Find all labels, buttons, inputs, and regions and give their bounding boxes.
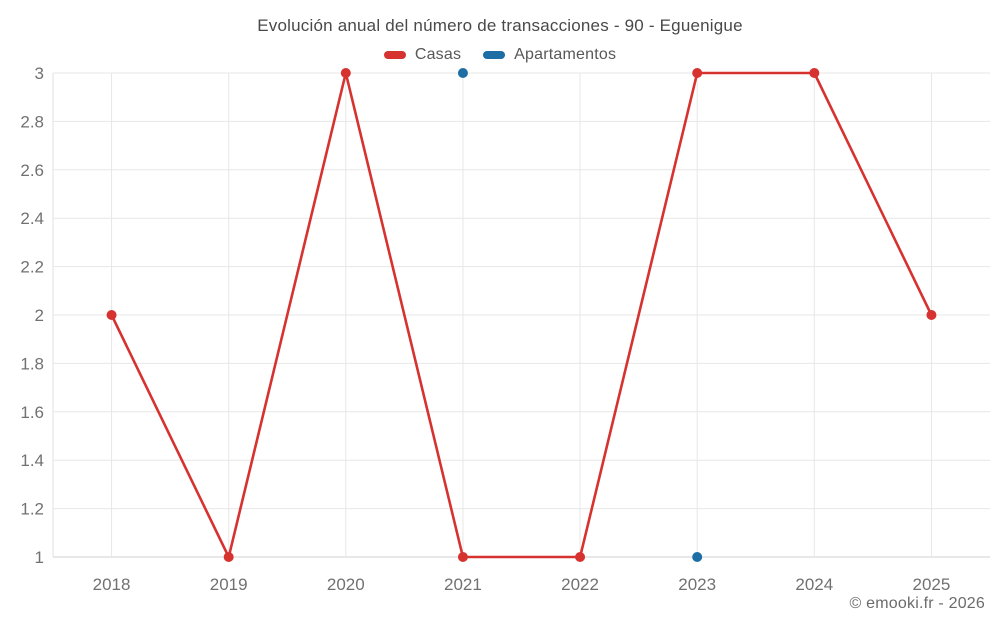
legend-item-apartamentos[interactable]: Apartamentos <box>483 46 616 64</box>
y-tick-label: 1 <box>35 548 44 567</box>
y-tick-label: 2.4 <box>20 209 44 228</box>
x-tick-label: 2018 <box>93 575 131 594</box>
x-tick-label: 2023 <box>678 575 716 594</box>
legend-label-casas: Casas <box>414 46 462 63</box>
y-tick-label: 1.6 <box>20 403 44 422</box>
x-tick-label: 2019 <box>210 575 248 594</box>
data-point-casas-2022 <box>575 552 586 562</box>
y-tick-label: 2.6 <box>20 161 44 180</box>
footer-credit: © emooki.fr - 2026 <box>849 595 985 612</box>
y-tick-label: 2.8 <box>20 112 44 131</box>
data-point-casas-2019 <box>223 552 234 562</box>
x-tick-label: 2025 <box>913 575 951 594</box>
y-tick-label: 2.2 <box>20 258 44 277</box>
legend-swatch-apartamentos-icon <box>483 51 506 59</box>
data-point-casas-2021 <box>457 552 468 562</box>
data-point-casas-2020 <box>340 68 351 78</box>
chart-legend: Casas Apartamentos <box>0 46 1000 64</box>
data-point-casas-2018 <box>106 310 117 320</box>
legend-label-apartamentos: Apartamentos <box>514 46 617 63</box>
data-point-casas-2023 <box>692 68 703 78</box>
x-tick-label: 2024 <box>795 575 833 594</box>
chart-title: Evolución anual del número de transaccio… <box>257 16 743 35</box>
x-tick-label: 2022 <box>561 575 599 594</box>
data-point-apartamentos-2023 <box>692 552 703 562</box>
x-tick-label: 2021 <box>444 575 482 594</box>
legend-swatch-casas-icon <box>383 51 406 59</box>
y-tick-label: 2 <box>35 306 44 325</box>
series-line-casas <box>110 71 933 559</box>
y-tick-label: 1.4 <box>20 451 44 470</box>
legend-item-casas[interactable]: Casas <box>383 46 462 64</box>
data-point-apartamentos-2021 <box>457 68 468 78</box>
y-tick-label: 1.2 <box>20 500 44 519</box>
y-tick-label: 3 <box>35 64 44 83</box>
y-tick-label: 1.8 <box>20 354 44 373</box>
data-point-casas-2024 <box>809 68 820 78</box>
data-point-casas-2025 <box>926 310 937 320</box>
x-tick-label: 2020 <box>327 575 365 594</box>
